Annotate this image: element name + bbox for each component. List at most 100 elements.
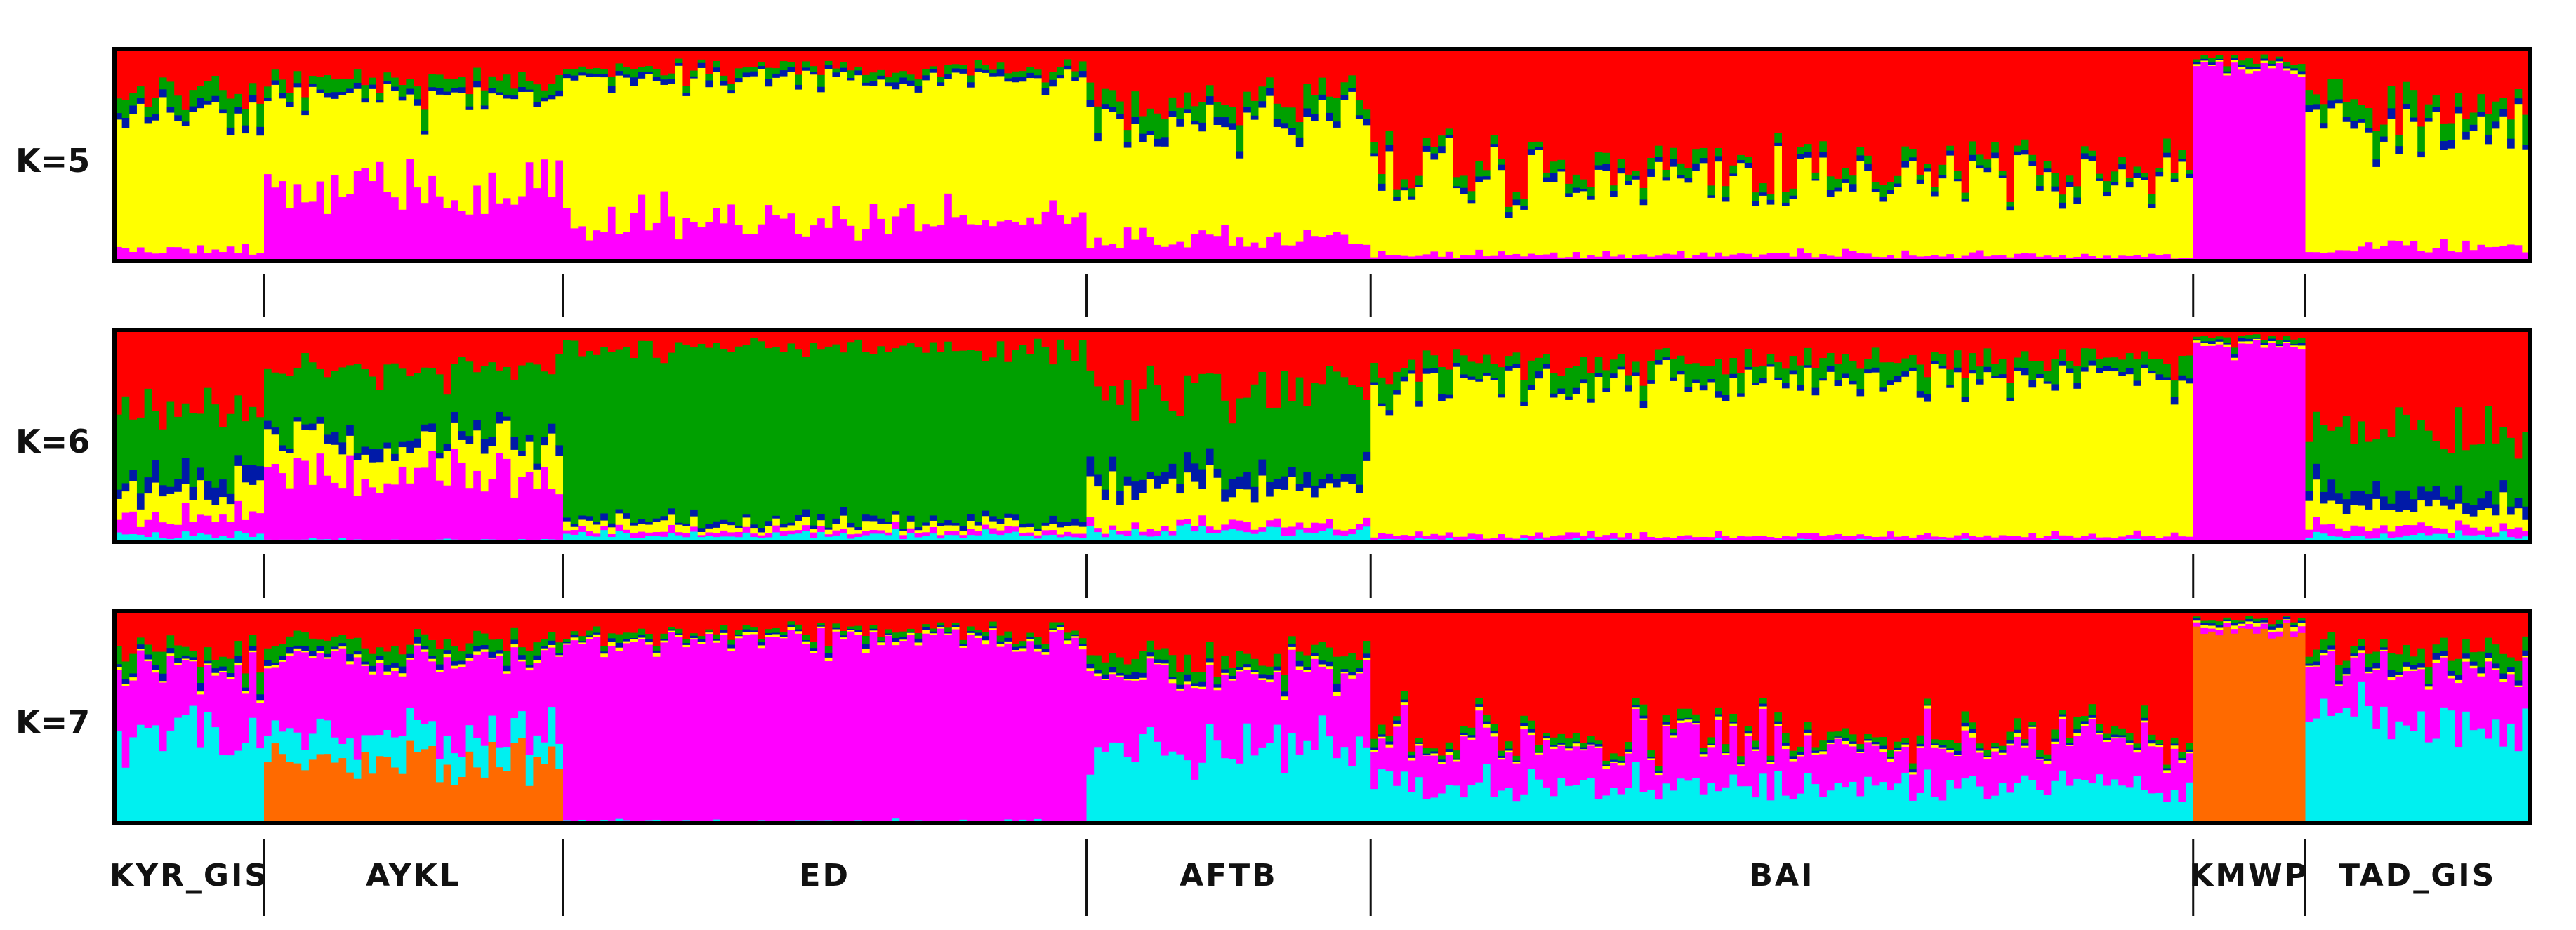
ancestry-bar-magenta xyxy=(668,216,676,262)
ancestry-bar-yellow xyxy=(2155,175,2164,255)
ancestry-bar-blue xyxy=(944,519,953,526)
ancestry-bar-magenta xyxy=(414,467,422,541)
ancestry-bar-cyan xyxy=(802,530,811,543)
ancestry-bar-red xyxy=(1191,49,1199,107)
ancestry-bar-magenta xyxy=(862,653,871,821)
ancestry-bar-green xyxy=(1363,399,1371,452)
ancestry-bar-yellow xyxy=(2455,503,2463,521)
ancestry-bar-red xyxy=(1766,49,1775,195)
ancestry-bar-green xyxy=(1086,655,1095,664)
ancestry-bar-cyan xyxy=(555,743,564,769)
ancestry-bar-green xyxy=(772,67,781,74)
ancestry-bar-magenta xyxy=(1729,254,1738,262)
ancestry-bar-red xyxy=(204,49,213,81)
ancestry-bar-blue xyxy=(1348,672,1356,676)
ancestry-bar-red xyxy=(2342,330,2351,416)
ancestry-bar-green xyxy=(1311,95,1319,114)
ancestry-bar-green xyxy=(1976,154,1985,166)
ancestry-bar-cyan xyxy=(705,536,713,543)
ancestry-bar-blue xyxy=(1849,741,1858,744)
ancestry-bar-blue xyxy=(884,82,893,87)
ancestry-bar-red xyxy=(1049,611,1057,623)
ancestry-bar-blue xyxy=(414,98,422,106)
ancestry-bar-red xyxy=(249,330,257,407)
ancestry-bar-green xyxy=(1543,172,1551,178)
ancestry-bar-blue xyxy=(1662,722,1670,725)
ancestry-bar-blue xyxy=(189,656,197,660)
ancestry-bar-red xyxy=(1744,611,1752,726)
ancestry-bar-red xyxy=(2507,330,2516,438)
ancestry-bar-blue xyxy=(1797,752,1805,755)
ancestry-bar-magenta xyxy=(1161,526,1170,532)
ancestry-bar-cyan xyxy=(1161,755,1170,823)
ancestry-bar-yellow xyxy=(234,662,242,666)
ancestry-bar-red xyxy=(1916,49,1924,175)
ancestry-bar-red xyxy=(1834,49,1842,179)
ancestry-bar-blue xyxy=(1176,484,1184,494)
panel-k6: K=6 xyxy=(15,328,2532,544)
ancestry-bar-blue xyxy=(795,629,803,632)
ancestry-bar-blue xyxy=(465,653,474,658)
ancestry-bar-green xyxy=(2380,428,2389,497)
ancestry-bar-magenta xyxy=(1976,250,1985,262)
ancestry-bar-yellow xyxy=(563,521,572,531)
ancestry-bar-yellow xyxy=(1378,406,1387,533)
ancestry-bar-magenta xyxy=(316,653,324,719)
ancestry-bar-magenta xyxy=(1572,251,1581,262)
ancestry-bar-magenta xyxy=(1804,735,1813,773)
ancestry-bar-blue xyxy=(2522,506,2530,520)
ancestry-bar-blue xyxy=(1445,134,1453,138)
ancestry-bar-green xyxy=(473,67,482,81)
ancestry-bar-blue xyxy=(533,655,541,660)
ancestry-bar-red xyxy=(152,611,160,652)
ancestry-bar-green xyxy=(2327,79,2336,101)
ancestry-bar-magenta xyxy=(2103,537,2112,540)
ancestry-bar-yellow xyxy=(1924,401,1932,533)
ancestry-bar-cyan xyxy=(1056,537,1065,543)
ancestry-bar-blue xyxy=(338,642,347,647)
ancestry-bar-green xyxy=(1759,182,1768,193)
ancestry-bar-green xyxy=(2290,339,2299,345)
ancestry-bar-blue xyxy=(1326,661,1334,667)
ancestry-bar-yellow xyxy=(765,526,773,533)
ancestry-bar-blue xyxy=(705,80,713,88)
ancestry-bar-blue xyxy=(630,637,639,639)
ancestry-bar-blue xyxy=(817,625,826,627)
ancestry-bar-green xyxy=(1594,740,1603,744)
ancestry-bar-magenta xyxy=(1505,255,1514,262)
ancestry-bar-blue xyxy=(1729,173,1738,176)
ancestry-bar-blue xyxy=(1527,384,1536,390)
ancestry-bar-green xyxy=(2275,340,2284,345)
ancestry-bar-blue xyxy=(757,65,766,69)
ancestry-bar-magenta xyxy=(2245,73,2254,262)
ancestry-bar-magenta xyxy=(615,524,623,531)
ancestry-bar-magenta xyxy=(1311,235,1319,262)
ancestry-bar-green xyxy=(2440,449,2448,497)
ancestry-bar-red xyxy=(211,611,220,660)
ancestry-bar-magenta xyxy=(181,660,190,715)
ancestry-bar-magenta xyxy=(346,455,355,541)
ancestry-bar-green xyxy=(779,631,788,635)
ancestry-bar-green xyxy=(1131,91,1140,118)
ancestry-bar-green xyxy=(2455,93,2463,107)
ancestry-bar-yellow xyxy=(2133,177,2141,255)
ancestry-bar-blue xyxy=(2358,118,2366,123)
ancestry-bar-red xyxy=(1168,49,1177,98)
ancestry-bar-green xyxy=(563,69,572,74)
ancestry-bar-magenta xyxy=(906,635,916,822)
ancestry-bar-blue xyxy=(166,647,175,654)
ancestry-bar-yellow xyxy=(219,496,227,515)
ancestry-bar-yellow xyxy=(451,92,459,201)
ancestry-bar-red xyxy=(2424,330,2433,431)
ancestry-bar-yellow xyxy=(1557,171,1566,258)
ancestry-bar-blue xyxy=(660,79,668,85)
ancestry-bar-red xyxy=(1887,49,1895,182)
ancestry-bar-red xyxy=(1864,330,1872,359)
ancestry-bar-blue xyxy=(2402,490,2411,510)
ancestry-bar-yellow xyxy=(1363,460,1371,518)
ancestry-bar-magenta xyxy=(720,530,728,537)
ancestry-bar-blue xyxy=(1498,755,1506,758)
ancestry-bar-magenta xyxy=(293,183,302,262)
ancestry-bar-green xyxy=(286,636,295,648)
ancestry-bar-cyan xyxy=(465,724,474,752)
